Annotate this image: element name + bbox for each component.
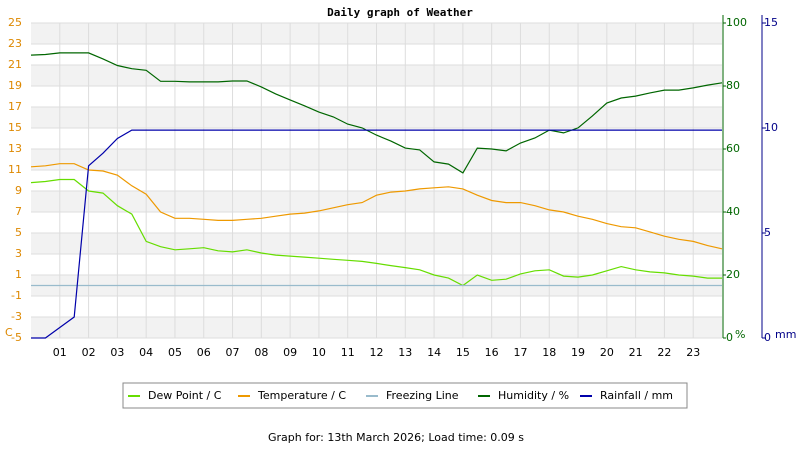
x-tick-label: 12 [370,346,384,359]
series-line [30,178,722,287]
y-tick-label: 25 [8,16,22,29]
y2-tick-label: 20 [726,268,740,281]
legend-label: Dew Point / C [148,389,222,402]
y2-tick-label: 0 [726,331,733,344]
series-line [31,129,722,339]
legend-label: Freezing Line [386,389,459,402]
x-tick-label: 23 [686,346,700,359]
y2-axis-unit: % [735,328,745,341]
legend-box [122,382,688,409]
y2-tick-label: 40 [726,205,740,218]
legend-label: Rainfall / mm [600,389,673,402]
x-tick-label: 18 [542,346,556,359]
y-tick-label: -1 [11,289,22,302]
x-tick-label: 11 [341,346,355,359]
y-tick-label: 7 [15,205,22,218]
y-tick-label: -3 [11,310,22,323]
y2-tick-label: 100 [726,16,747,29]
y3-tick-label: 10 [764,121,778,134]
x-tick-label: 22 [657,346,671,359]
legend-label: Humidity / % [498,389,569,402]
x-tick-label: 17 [513,346,527,359]
y2-tick-label: 60 [726,142,740,155]
y-tick-label: 19 [8,79,22,92]
y3-axis-unit: mm [775,328,796,341]
y-tick-label: 23 [8,37,22,50]
y-tick-label: 5 [15,226,22,239]
y3-tick-label: 0 [764,331,771,344]
x-tick-label: 07 [226,346,240,359]
x-tick-label: 03 [110,346,124,359]
x-tick-label: 06 [197,346,211,359]
footer: Graph for: 13th March 2026; Load time: 0… [268,431,524,444]
x-tick-label: 09 [283,346,297,359]
x-tick-label: 21 [629,346,643,359]
x-tick-label: 13 [398,346,412,359]
x-tick-label: 02 [82,346,96,359]
y-tick-label: 9 [15,184,22,197]
x-tick-label: 14 [427,346,441,359]
chart-title: Daily graph of Weather [327,6,473,19]
y-tick-label: 3 [15,247,22,260]
x-tick-label: 05 [168,346,182,359]
x-tick-label: 16 [485,346,499,359]
y-tick-label: 15 [8,121,22,134]
series-line [30,163,723,250]
y3-tick-label: 5 [764,226,771,239]
legend-label: Temperature / C [257,389,346,402]
y-tick-label: 1 [15,268,22,281]
y3-tick-label: 15 [764,16,778,29]
y-tick-label: 11 [8,163,22,176]
x-tick-label: 10 [312,346,326,359]
series-line [30,52,723,174]
x-tick-label: 08 [254,346,268,359]
y-tick-label: 13 [8,142,22,155]
x-tick-label: 04 [139,346,153,359]
y-tick-label: -5 [11,331,22,344]
x-tick-label: 20 [600,346,614,359]
y-tick-label: 21 [8,58,22,71]
y2-tick-label: 80 [726,79,740,92]
y-axis-unit: C [5,326,13,339]
x-tick-label: 19 [571,346,585,359]
x-tick-label: 15 [456,346,470,359]
y-tick-label: 17 [8,100,22,113]
x-tick-label: 01 [53,346,67,359]
